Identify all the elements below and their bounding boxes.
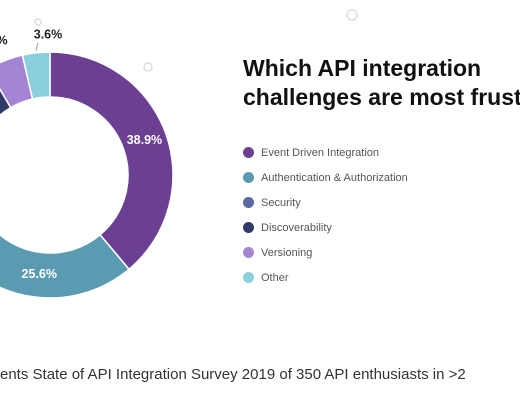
slice-value-label: 38.9% <box>127 133 162 147</box>
legend-item: Event Driven Integration <box>243 140 408 165</box>
caption: ents State of API Integration Survey 201… <box>0 366 466 383</box>
donut-slice <box>21 51 51 100</box>
legend-label: Other <box>261 271 289 284</box>
legend-swatch <box>243 147 254 158</box>
legend: Event Driven Integration Authentication &… <box>243 140 408 290</box>
legend-swatch <box>243 222 254 233</box>
label-leader-line <box>35 42 39 51</box>
decorative-circles <box>34 9 358 72</box>
legend-swatch <box>243 247 254 258</box>
legend-label: Discoverability <box>261 221 332 234</box>
decor-circle <box>346 9 358 21</box>
legend-item: Versioning <box>243 240 408 265</box>
slice-value-label: 3.6% <box>34 27 63 41</box>
legend-swatch <box>243 197 254 208</box>
decor-circle <box>143 62 153 72</box>
legend-label: Event Driven Integration <box>261 146 380 159</box>
legend-item: Authentication & Authorization <box>243 165 408 190</box>
donut-slice <box>0 233 131 299</box>
legend-label: Authentication & Authorization <box>261 171 408 184</box>
legend-item: Security <box>243 190 408 215</box>
legend-item: Other <box>243 265 408 290</box>
chart-title-line-2: challenges are most frustr <box>243 84 520 110</box>
donut-chart: 38.9% 25.6%% 3.6% <box>0 9 358 299</box>
legend-label: Versioning <box>261 246 313 259</box>
chart-title: Which API integration challenges are mos… <box>243 54 520 112</box>
decor-circle <box>34 18 42 26</box>
chart-figure: 38.9% 25.6%% 3.6% Which API integration ch… <box>0 9 520 299</box>
donut-slice <box>49 51 174 271</box>
legend-swatch <box>243 172 254 183</box>
slice-value-label: 25.6% <box>22 267 57 281</box>
chart-title-line-1: Which API integration <box>243 55 482 81</box>
legend-item: Discoverability <box>243 215 408 240</box>
legend-label: Security <box>261 196 301 209</box>
slice-value-label: % <box>0 33 8 47</box>
legend-swatch <box>243 272 254 283</box>
